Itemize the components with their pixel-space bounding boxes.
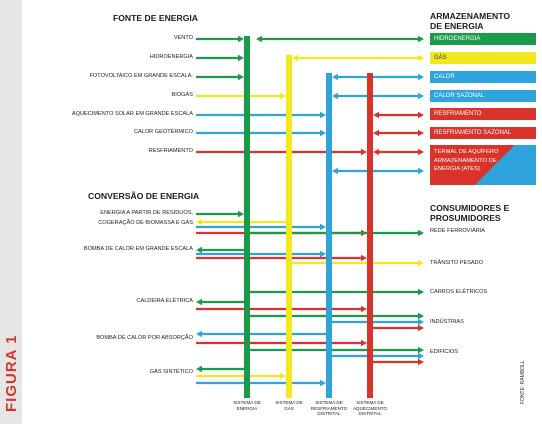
storage-calor-sazonal: CALOR SAZONAL: [430, 90, 536, 102]
arrow-edificios-aquecimento: [373, 358, 424, 366]
consumer-label-rede-ferroviaria: REDE FERROVIÁRIA: [430, 228, 486, 234]
storage-title-line1: ARMAZENAMENTO: [430, 11, 511, 21]
system-resfriamento-line2: RESFRIAMENTO: [310, 405, 348, 411]
arrow-gas-sintetico-resfriamento: [196, 379, 326, 387]
storage-calor: CALOR: [430, 71, 536, 83]
arrow-transito-pesado: [292, 259, 424, 267]
conversion-label-residuos: ENERGIA A PARTIR DE RESÍDUOS,: [100, 210, 193, 216]
arrow-resfriamento-storage: [373, 111, 424, 119]
storage-gas: GÁS: [430, 52, 536, 64]
consumer-label-industrias: INDÚSTRIAS: [430, 319, 464, 325]
system-energia-line2: ENERGIA: [236, 405, 258, 411]
arrow-biogas: [196, 92, 286, 100]
arrow-caldeira-energia: [196, 298, 244, 306]
system-label-aquecimento: SISTEMA DE AQUECIMENTO DISTRITAL: [342, 400, 398, 417]
system-resfriamento-line1: SISTEMA DE: [315, 400, 343, 405]
arrow-fotovoltaico: [196, 73, 244, 81]
arrow-industrias-aquecimento: [373, 324, 424, 332]
source-label-aquecimento-solar: AQUECIMENTO SOLAR EM GRANDE ESCALA: [71, 111, 193, 117]
arrow-vento: [196, 35, 244, 43]
arrow-resfriamento-sazonal-storage: [373, 129, 424, 137]
arrow-ates-blue: [332, 167, 424, 175]
arrow-industrias-resfriamento: [332, 318, 424, 326]
storage-ates: TERMAL DE AQUÍFERO ARMAZENAMENTO DE ENER…: [430, 145, 536, 185]
system-aquecimento-line3: DISTRITAL: [358, 411, 382, 417]
arrow-resfriamento-source: [196, 148, 367, 156]
source-label-hidroenergia: HIDROENERGIA: [149, 54, 193, 60]
storage-resfriamento-sazonal: RESFRIAMENTO SAZONAL: [430, 127, 536, 139]
arrow-bomba-energia: [196, 246, 244, 254]
arrow-bomba-aquecimento: [196, 254, 367, 262]
storage-title-line2: DE ENERGIA: [430, 21, 484, 31]
system-label-gas: SISTEMA DE GÁS: [261, 400, 317, 411]
storage-ates-line3: ENERGIA (ATES): [434, 166, 480, 172]
arrow-cogeracao-gas: [196, 218, 286, 226]
conversion-label-bomba-calor: BOMBA DE CALOR EM GRANDE ESCALA: [83, 246, 193, 252]
consumer-label-transito-pesado: TRÂNSITO PESADO: [430, 260, 484, 266]
arrow-edificios-energia: [250, 346, 424, 354]
arrow-cogeracao-resfriamento: [196, 223, 326, 231]
system-gas-line1: SISTEMA DE: [275, 400, 303, 405]
consumers-title-line2: PROSUMIDORES: [430, 213, 501, 223]
system-energia-line1: SISTEMA DE: [233, 400, 261, 405]
conversion-label-gas-sintetico: GÁS SINTÉTICO: [149, 369, 193, 375]
conversion-label-caldeira: CALDEIRA ELÉTRICA: [136, 298, 193, 304]
system-gas-line2: GÁS: [284, 405, 294, 411]
source-label-fotovoltaico: FOTOVOLTAICO EM GRANDE ESCALA.: [89, 73, 193, 79]
arrow-industrias-energia: [250, 312, 424, 320]
source-label-biogas: BIOGÁS: [171, 92, 193, 98]
arrow-hidroenergia: [196, 54, 244, 62]
bar-sistema-resfriamento: [326, 73, 332, 398]
arrow-calor-geotermico: [196, 129, 326, 137]
arrow-calor-sazonal-storage: [332, 92, 424, 100]
arrow-caldeira-aquecimento: [196, 305, 367, 313]
arrow-absorcao-aquecimento: [196, 339, 367, 347]
conversion-label-cogeracao: COGERAÇÃO DE BIOMASSA E GÁS: [98, 220, 193, 226]
storage-ates-line1: TERMAL DE AQUÍFERO: [434, 149, 499, 155]
bar-sistema-energia: [244, 36, 250, 398]
consumers-title-line1: CONSUMIDORES E: [430, 203, 510, 213]
arrow-gas-storage: [292, 54, 424, 62]
system-label-resfriamento: SISTEMA DE RESFRIAMENTO DISTRITAL: [301, 400, 357, 417]
arrow-rede-ferroviaria: [250, 229, 424, 237]
arrow-ates-red: [373, 148, 424, 156]
arrow-energia-hidro-storage: [256, 35, 424, 43]
bar-sistema-aquecimento: [367, 73, 373, 398]
consumer-label-carros-eletricos: CARROS ELÉTRICOS: [430, 289, 488, 295]
storage-resfriamento: RESFRIAMENTO: [430, 108, 536, 120]
arrow-calor-storage: [332, 73, 424, 81]
arrow-gas-sintetico-gas: [196, 372, 286, 380]
figure-side-band: [0, 0, 22, 424]
arrow-gas-sintetico-energia: [196, 365, 244, 373]
bar-sistema-gas: [286, 55, 292, 398]
arrow-carros-eletricos: [250, 288, 424, 296]
system-label-energia: SISTEMA DE ENERGIA: [219, 400, 275, 411]
conversion-title: CONVERSÃO DE ENERGIA: [88, 191, 200, 201]
arrow-edificios-resfriamento: [332, 352, 424, 360]
arrow-aquecimento-solar: [196, 111, 326, 119]
sources-title: FONTE DE ENERGIA: [113, 13, 198, 23]
conversion-label-absorcao: BOMBA DE CALOR POR ABSORÇÃO: [96, 335, 193, 341]
consumer-label-edificios: EDIFÍCIOS: [430, 349, 458, 355]
storage-ates-line2: ARMAZENAMENTO DE: [434, 157, 497, 164]
storage-hidroenergia: HIDROENERGIA: [430, 33, 536, 45]
system-aquecimento-line2: AQUECIMENTO: [352, 405, 388, 411]
source-label-vento: VENTO: [173, 35, 193, 41]
source-label-calor-geotermico: CALOR GEOTÉRMICO: [133, 129, 193, 135]
system-aquecimento-line1: SISTEMA DE: [356, 400, 384, 405]
arrow-absorcao-resfriamento: [196, 330, 326, 338]
source-label-resfriamento: RESFRIAMENTO: [148, 148, 193, 154]
system-resfriamento-line3: DISTRITAL: [317, 411, 341, 417]
arrow-residuos-energia: [196, 210, 244, 218]
arrow-bomba-resfriamento: [196, 250, 326, 258]
